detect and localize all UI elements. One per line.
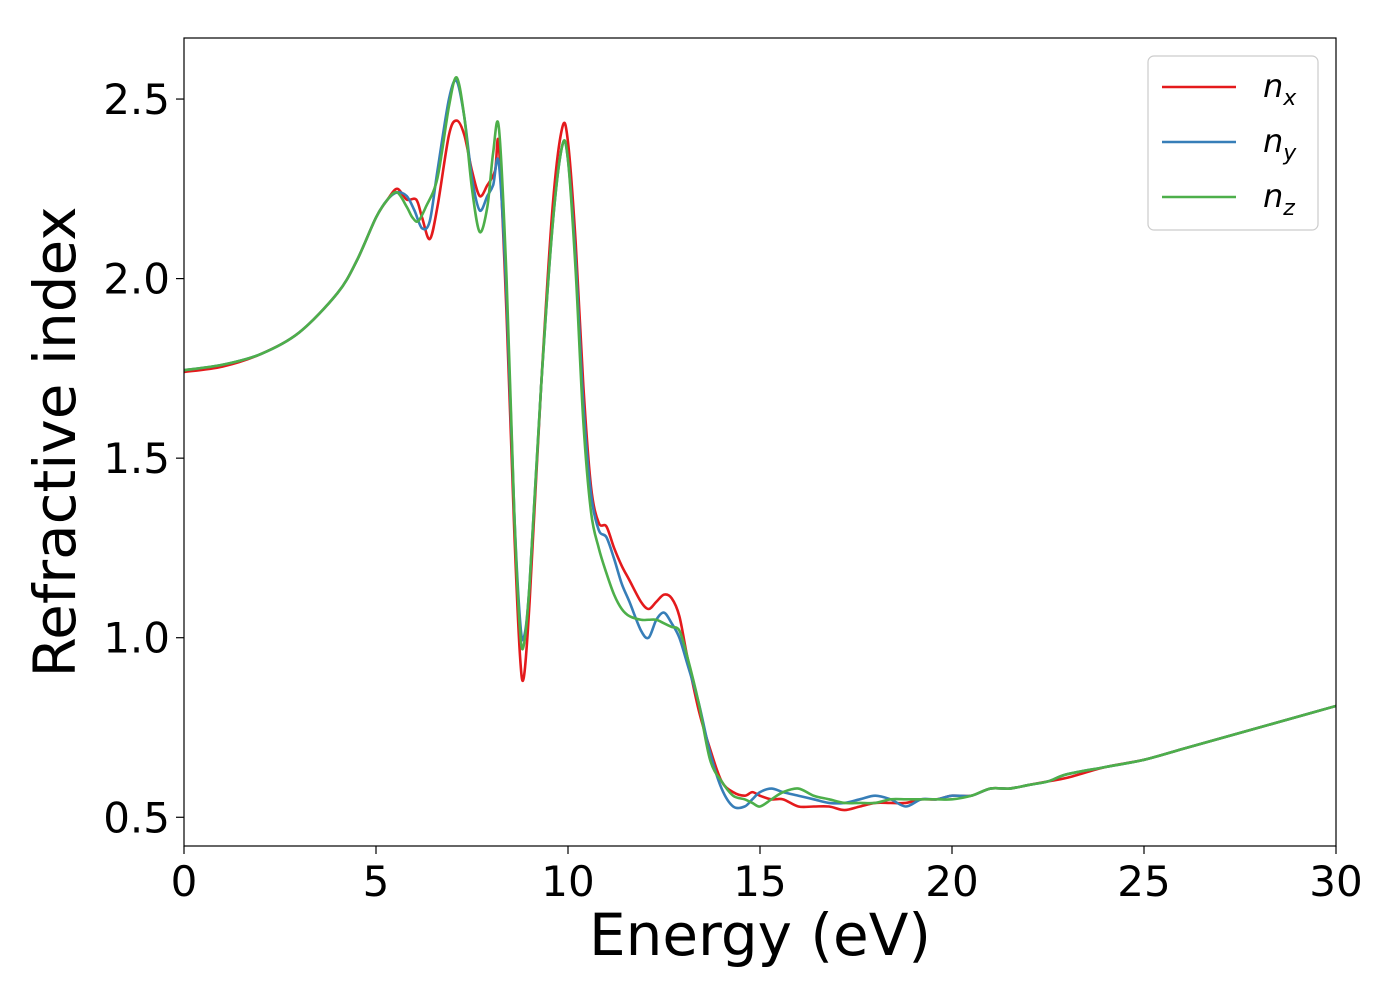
x-axis-label: Energy (eV): [589, 901, 931, 969]
legend-label-base: n: [1263, 67, 1283, 105]
legend-label-z: nz: [1263, 177, 1295, 221]
legend-label-subscript: z: [1282, 196, 1295, 221]
legend-label-base: n: [1263, 177, 1283, 215]
y-tick-label: 2.5: [103, 75, 170, 124]
y-tick-label: 0.5: [103, 793, 170, 842]
x-tick-label: 0: [171, 857, 198, 906]
x-axis-ticks: 0 5 10 15 20 25 30: [171, 846, 1363, 906]
legend-label-base: n: [1263, 122, 1283, 160]
x-tick-label: 30: [1309, 857, 1362, 906]
y-axis-label: Refractive index: [21, 206, 89, 677]
x-tick-label: 15: [733, 857, 786, 906]
y-tick-label: 2.0: [103, 255, 170, 304]
x-tick-label: 5: [363, 857, 390, 906]
legend-label-x: nx: [1263, 67, 1297, 111]
legend-label-y: ny: [1263, 122, 1297, 166]
x-tick-label: 20: [925, 857, 978, 906]
series-layer: [184, 76, 1336, 812]
y-tick-label: 1.0: [103, 614, 170, 663]
y-tick-label: 1.5: [103, 434, 170, 483]
legend-label-subscript: y: [1282, 141, 1297, 166]
series-line-z: [184, 76, 1336, 808]
x-tick-label: 10: [541, 857, 594, 906]
x-tick-label: 25: [1117, 857, 1170, 906]
legend-label-subscript: x: [1282, 86, 1297, 111]
y-axis-ticks: 0.5 1.0 1.5 2.0 2.5: [103, 75, 184, 842]
